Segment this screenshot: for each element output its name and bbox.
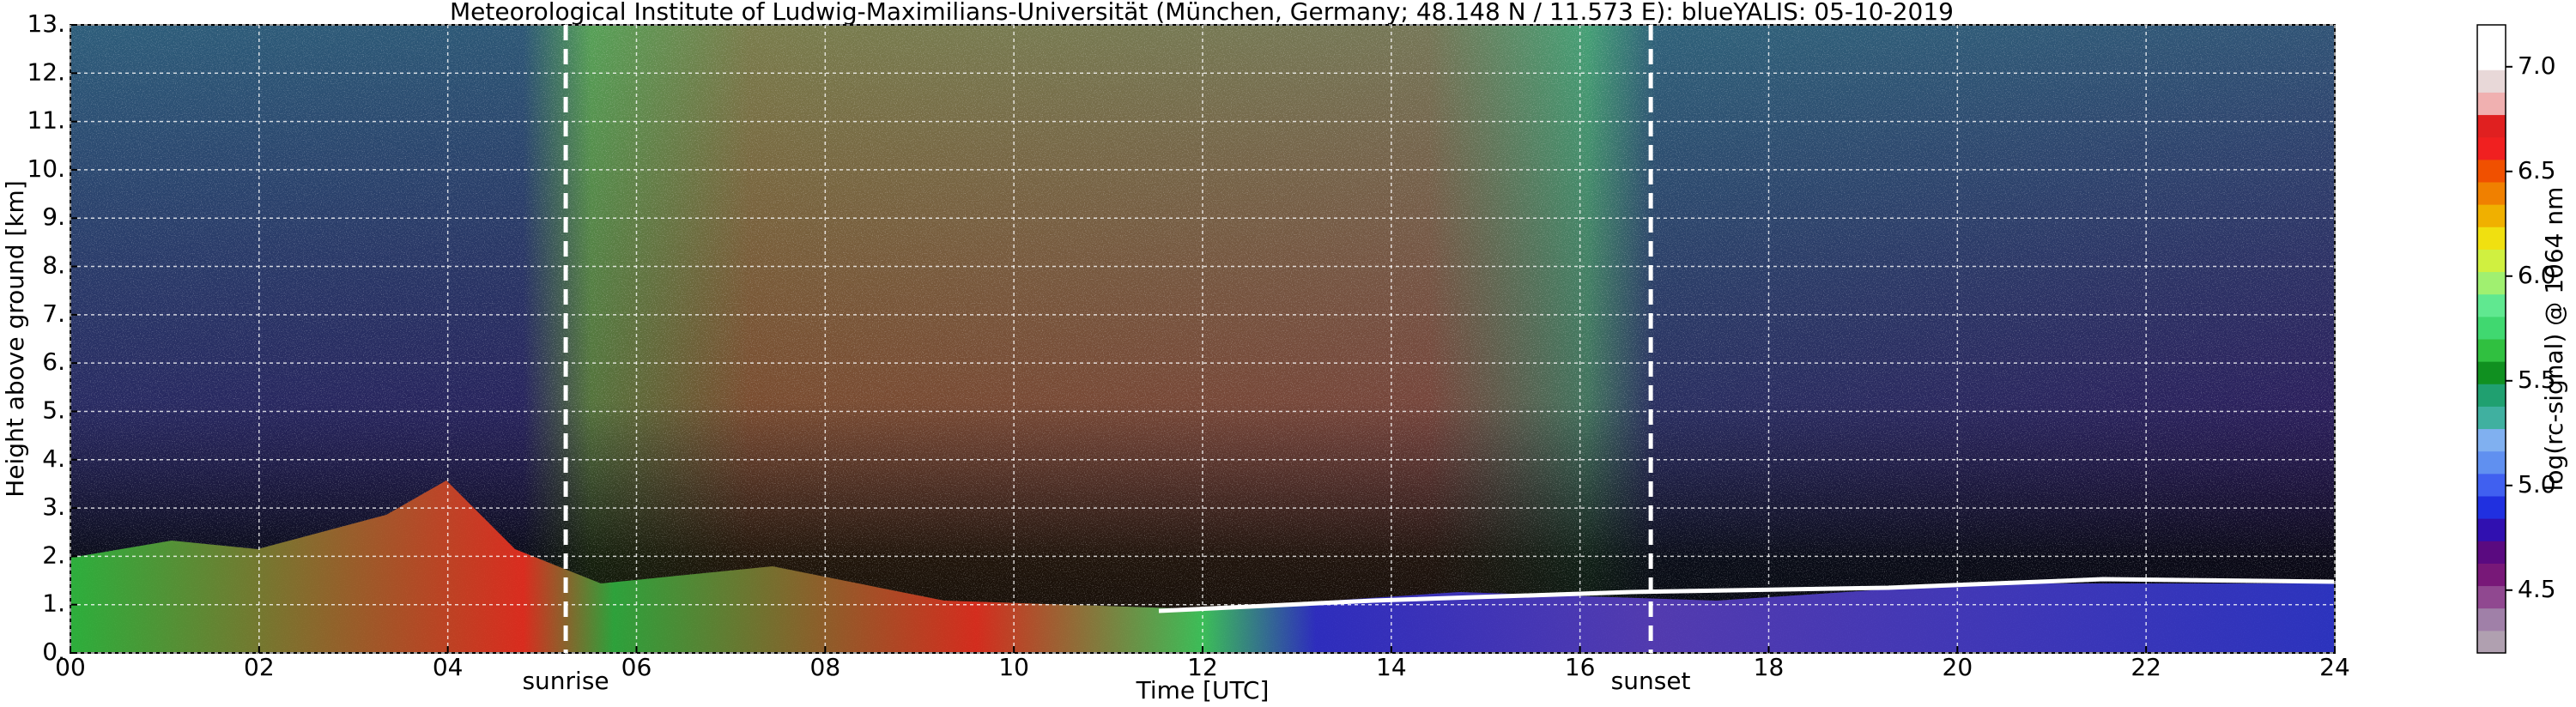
colorbar-segment bbox=[2477, 473, 2506, 497]
x-tick-label: 20 bbox=[1943, 653, 1973, 681]
colorbar-segment bbox=[2477, 518, 2506, 541]
y-tick-label: 9. bbox=[42, 202, 65, 231]
colorbar-frame bbox=[2476, 24, 2506, 654]
colorbar-tick-label: 7.0 bbox=[2518, 51, 2556, 80]
x-tick-label: 08 bbox=[810, 653, 841, 681]
colorbar-tick-label: 5.5 bbox=[2518, 366, 2556, 394]
colorbar-segment bbox=[2477, 607, 2506, 631]
annotation-label: sunrise bbox=[522, 667, 609, 695]
y-tick-label: 8. bbox=[42, 251, 65, 280]
colorbar-segment bbox=[2477, 406, 2506, 430]
y-tick-label: 3. bbox=[42, 492, 65, 521]
colorbar-segment bbox=[2477, 271, 2506, 295]
colorbar-segment bbox=[2477, 47, 2506, 70]
colorbar-segment bbox=[2477, 92, 2506, 116]
colorbar-segment bbox=[2477, 316, 2506, 340]
colorbar-segment bbox=[2477, 339, 2506, 362]
annotation-label: sunset bbox=[1611, 667, 1691, 695]
x-tick-label: 06 bbox=[621, 653, 652, 681]
colorbar-tick-label: 6.0 bbox=[2518, 261, 2556, 289]
y-tick-label: 0. bbox=[42, 638, 65, 666]
y-tick-label: 4. bbox=[42, 444, 65, 473]
colorbar-segment bbox=[2477, 227, 2506, 250]
colorbar-segment bbox=[2477, 361, 2506, 384]
colorbar-segment bbox=[2477, 428, 2506, 452]
colorbar-segment bbox=[2477, 204, 2506, 227]
chart-title: Meteorological Institute of Ludwig-Maxim… bbox=[450, 0, 1954, 26]
colorbar-segment bbox=[2477, 114, 2506, 138]
x-tick-label: 10 bbox=[998, 653, 1029, 681]
colorbar-tick-label: 5.0 bbox=[2518, 470, 2556, 499]
y-tick-label: 11. bbox=[27, 106, 65, 135]
x-tick-label: 04 bbox=[433, 653, 464, 681]
x-tick-label: 22 bbox=[2131, 653, 2161, 681]
colorbar-segment bbox=[2477, 630, 2506, 654]
colorbar-segment bbox=[2477, 25, 2506, 48]
colorbar-segment bbox=[2477, 69, 2506, 93]
x-tick-label: 02 bbox=[244, 653, 275, 681]
colorbar-segment bbox=[2477, 159, 2506, 183]
colorbar-label: log(rc-signal) @ 1064 nm bbox=[2540, 187, 2568, 492]
colorbar-segment bbox=[2477, 563, 2506, 587]
colorbar-segment bbox=[2477, 585, 2506, 609]
signal-field bbox=[70, 25, 2335, 653]
x-tick-label: 16 bbox=[1565, 653, 1596, 681]
colorbar-segment bbox=[2477, 249, 2506, 273]
y-tick-label: 12. bbox=[27, 57, 65, 86]
colorbar-segment bbox=[2477, 541, 2506, 564]
x-tick-label: 00 bbox=[55, 653, 86, 681]
colorbar-segment bbox=[2477, 136, 2506, 160]
colorbar-segment bbox=[2477, 496, 2506, 519]
y-tick-label: 13. bbox=[27, 9, 65, 38]
x-axis-label: Time [UTC] bbox=[1136, 676, 1270, 704]
x-tick-label: 18 bbox=[1754, 653, 1785, 681]
x-tick-label: 24 bbox=[2319, 653, 2350, 681]
colorbar-segment bbox=[2477, 450, 2506, 474]
x-tick-label: 12 bbox=[1187, 653, 1218, 681]
y-tick-label: 7. bbox=[42, 299, 65, 328]
y-axis-label: Height above ground [km] bbox=[1, 180, 29, 498]
y-tick-label: 2. bbox=[42, 541, 65, 569]
y-tick-label: 1. bbox=[42, 589, 65, 618]
colorbar-segment bbox=[2477, 293, 2506, 317]
y-tick-label: 5. bbox=[42, 396, 65, 424]
colorbar-tick-label: 4.5 bbox=[2518, 575, 2556, 603]
colorbar-tick-label: 6.5 bbox=[2518, 156, 2556, 184]
colorbar-segment bbox=[2477, 182, 2506, 205]
colorbar-segment bbox=[2477, 384, 2506, 407]
y-tick-label: 6. bbox=[42, 347, 65, 376]
x-tick-label: 14 bbox=[1376, 653, 1407, 681]
y-tick-label: 10. bbox=[27, 154, 65, 183]
